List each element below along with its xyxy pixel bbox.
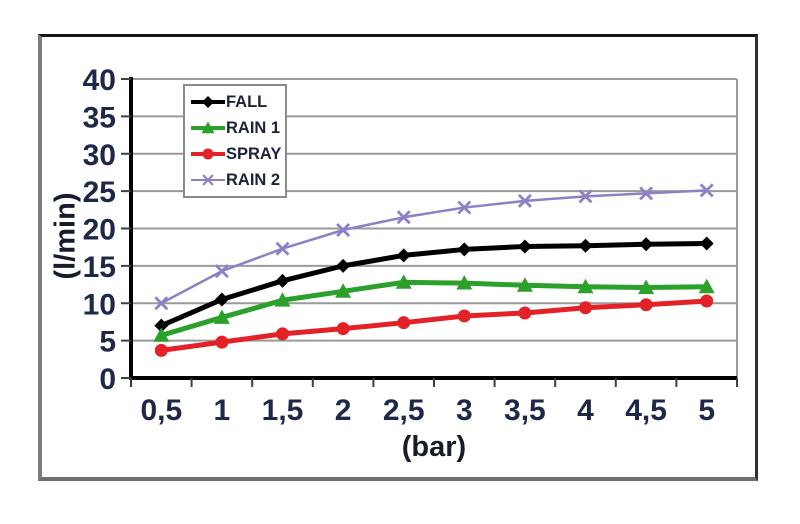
marker-circle [700, 294, 714, 308]
marker-circle [397, 316, 411, 330]
x-marker-swatch-icon [191, 174, 225, 186]
marker-x [154, 296, 169, 311]
y-tick-label: 30 [83, 139, 116, 172]
series-rain-1 [153, 274, 715, 342]
marker-circle [518, 306, 532, 320]
marker-diamond [639, 237, 654, 252]
marker-diamond [214, 292, 229, 307]
marker-triangle [335, 283, 352, 298]
y-tick-label: 5 [99, 326, 116, 359]
y-tick-label: 35 [83, 101, 116, 134]
x-tick-label: 1,5 [262, 394, 304, 427]
x-tick-label: 2 [335, 394, 352, 427]
marker-diamond [457, 242, 472, 257]
marker-circle [457, 309, 471, 323]
marker-circle [215, 335, 229, 349]
marker-circle [276, 327, 289, 341]
legend-item-rain-2: RAIN 2 [190, 167, 285, 193]
series-line-rain-1 [158, 279, 710, 338]
x-tick-label: 2,5 [383, 394, 425, 427]
marker-triangle [274, 292, 291, 307]
x-tick-label: 1 [214, 394, 231, 427]
y-tick-label: 20 [83, 214, 116, 247]
legend-label: SPRAY [226, 144, 282, 163]
y-tick-label: 0 [99, 363, 116, 396]
marker-circle [154, 343, 168, 357]
y-tick-label: 10 [83, 288, 116, 321]
marker-diamond [336, 258, 351, 273]
x-tick-label: 3,5 [504, 394, 546, 427]
marker-x [275, 241, 290, 256]
marker-x [396, 210, 411, 225]
marker-triangle [638, 279, 655, 294]
x-tick-label: 4 [577, 394, 594, 427]
y-tick-label: 25 [83, 176, 116, 209]
marker-diamond [578, 238, 593, 253]
series-line-spray [158, 298, 710, 353]
marker-x [336, 223, 351, 237]
legend-item-rain-1: RAIN 1 [190, 115, 285, 141]
y-axis-title: (l/min) [49, 192, 82, 280]
marker-triangle [456, 275, 473, 290]
marker-x [699, 183, 714, 198]
marker-diamond [275, 273, 290, 288]
legend-item-spray: SPRAY [190, 141, 285, 167]
marker-diamond [154, 318, 169, 333]
marker-x [517, 193, 532, 208]
x-tick-label: 0,5 [140, 394, 182, 427]
marker-circle [336, 322, 350, 336]
marker-triangle [516, 277, 533, 292]
legend-label: RAIN 2 [226, 170, 281, 189]
marker-diamond [699, 236, 714, 251]
marker-diamond [396, 248, 411, 263]
series-fall [154, 236, 714, 333]
marker-diamond [517, 239, 532, 254]
axes [121, 77, 738, 387]
marker-triangle [153, 327, 170, 342]
series-line-fall [158, 240, 710, 329]
y-tick-label: 15 [83, 251, 116, 284]
marker-triangle [395, 274, 412, 289]
legend-item-fall: FALL [190, 89, 285, 115]
marker-triangle [698, 278, 715, 294]
y-tick-label: 40 [83, 64, 116, 97]
legend: FALL RAIN 1 SPRAY RAIN 2 [183, 84, 287, 198]
x-tick-label: 3 [456, 394, 473, 427]
series-rain-2 [154, 183, 714, 311]
diamond-marker-swatch-icon [191, 96, 225, 108]
triangle-marker-swatch-icon [191, 121, 225, 134]
x-axis-title: (bar) [401, 431, 467, 463]
x-tick-label: 4,5 [625, 394, 667, 427]
marker-x [202, 174, 214, 186]
marker-circle [202, 148, 214, 160]
legend-label: FALL [226, 92, 268, 111]
x-tick-labels: 0,5 1 1,5 2 2,5 3 3,5 4 4,5 5 [140, 394, 715, 427]
marker-circle [639, 298, 653, 312]
circle-marker-swatch-icon [191, 148, 225, 160]
marker-circle [579, 301, 592, 315]
marker-triangle [213, 309, 230, 324]
y-tick-labels: 0 5 10 15 20 25 30 35 40 [83, 64, 116, 396]
legend-label: RAIN 1 [226, 118, 281, 137]
series-line-rain-2 [160, 189, 708, 305]
series-spray [154, 294, 714, 357]
marker-x [457, 200, 472, 215]
marker-x [214, 264, 229, 279]
x-tick-label: 5 [698, 394, 715, 427]
marker-x [578, 189, 593, 204]
marker-triangle [201, 121, 215, 134]
marker-x [639, 186, 654, 201]
marker-diamond [202, 96, 214, 108]
marker-triangle [577, 278, 594, 294]
